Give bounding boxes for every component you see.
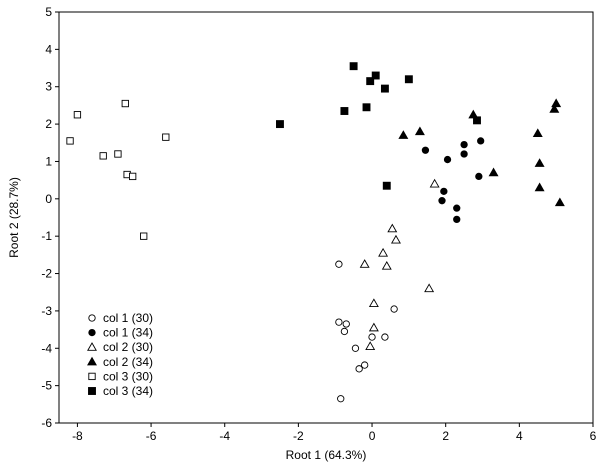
y-tick-label: 1: [45, 154, 52, 168]
data-point: [549, 104, 560, 113]
data-point: [534, 158, 545, 167]
y-tick-label: 5: [45, 5, 52, 19]
x-axis-label: Root 1 (64.3%): [286, 448, 367, 462]
data-point: [460, 150, 468, 158]
data-point: [424, 283, 435, 293]
legend-label: col 1 (30): [103, 311, 153, 325]
y-tick-label: 2: [45, 117, 52, 131]
legend-label: col 3 (30): [103, 369, 153, 383]
y-tick-label: 3: [45, 80, 52, 94]
data-point: [460, 140, 468, 149]
data-point: [340, 327, 349, 336]
y-tick-label: -1: [41, 229, 52, 243]
legend-label: col 3 (34): [103, 384, 153, 398]
data-point: [365, 341, 376, 351]
data-point: [414, 126, 425, 136]
data-point: [361, 361, 369, 369]
y-axis-label: Root 2 (28.7%): [7, 177, 21, 258]
data-point: [398, 130, 409, 139]
legend-marker: [87, 356, 97, 366]
data-point: [429, 178, 440, 188]
x-tick-label: 4: [516, 429, 523, 443]
data-point: [473, 116, 481, 125]
y-tick-label: -3: [41, 304, 52, 318]
data-point: [453, 215, 461, 224]
y-tick-label: -4: [41, 341, 52, 355]
data-point: [404, 75, 413, 84]
data-point: [73, 111, 82, 119]
data-point: [349, 62, 358, 71]
data-point: [340, 107, 349, 115]
data-point: [359, 259, 370, 268]
data-point: [534, 182, 545, 192]
data-point: [438, 197, 446, 205]
data-point: [121, 99, 129, 108]
legend: col 1 (30)col 1 (34)col 2 (30)col 2 (34)…: [87, 311, 153, 398]
x-tick-label: -8: [72, 429, 83, 443]
data-point: [421, 146, 430, 154]
data-point: [129, 172, 137, 181]
data-point: [342, 320, 350, 328]
data-point: [276, 120, 284, 129]
data-point: [378, 247, 389, 257]
legend-label: col 1 (34): [103, 326, 153, 340]
legend-label: col 2 (34): [103, 355, 153, 369]
y-tick-label: 0: [45, 192, 52, 206]
legend-marker: [88, 314, 96, 322]
data-point: [368, 333, 376, 341]
x-tick-label: 2: [442, 429, 449, 443]
data-point: [381, 333, 389, 341]
data-point: [368, 322, 379, 332]
data-point: [99, 152, 107, 160]
data-point: [440, 187, 448, 195]
x-tick-label: -2: [293, 429, 304, 443]
data-point: [382, 181, 391, 190]
data-point: [390, 305, 398, 313]
data-point: [554, 197, 565, 207]
data-point: [532, 128, 543, 138]
data-point: [140, 232, 148, 240]
x-tick-label: 0: [369, 429, 376, 443]
data-point: [337, 395, 345, 403]
data-point: [387, 223, 398, 233]
y-tick-label: -5: [41, 379, 52, 393]
data-point: [488, 167, 499, 177]
y-tick-label: -6: [41, 416, 52, 430]
data-point: [477, 137, 485, 145]
legend-marker: [88, 372, 96, 381]
data-point: [66, 137, 74, 145]
points-layer: [66, 62, 565, 403]
x-tick-label: 6: [590, 429, 597, 443]
x-tick-label: -4: [219, 429, 230, 443]
y-tick-label: 4: [45, 42, 52, 56]
legend-marker: [87, 342, 97, 351]
data-point: [355, 365, 363, 373]
y-tick-label: -2: [41, 267, 52, 281]
plot-frame: [58, 11, 594, 424]
data-point: [162, 133, 170, 141]
data-point: [551, 98, 562, 108]
data-point: [114, 150, 122, 158]
data-point: [362, 103, 371, 112]
x-tick-label: -6: [146, 429, 157, 443]
data-point: [380, 84, 389, 93]
data-point: [366, 77, 375, 86]
legend-marker: [88, 328, 96, 337]
data-point: [443, 155, 452, 164]
data-point: [335, 318, 343, 326]
data-point: [368, 298, 379, 308]
data-point: [351, 344, 360, 352]
data-point: [371, 71, 380, 80]
tick-layer: -8 -6 -4 -2 0 2 4 6 -6 -5 -4 -3 -2 -1 0 1 2 3 4 5: [41, 5, 596, 443]
legend-marker: [88, 387, 96, 395]
data-point: [335, 260, 343, 268]
data-point: [381, 260, 392, 270]
data-point: [453, 204, 461, 212]
data-point: [475, 172, 483, 181]
data-point: [390, 234, 401, 244]
legend-label: col 2 (30): [103, 340, 153, 354]
